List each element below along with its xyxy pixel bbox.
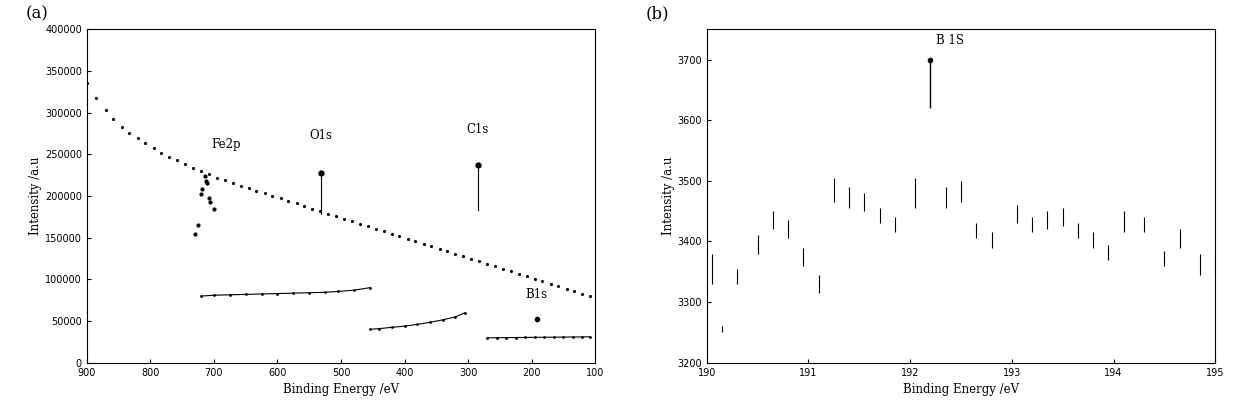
Y-axis label: Intensity /a.u: Intensity /a.u: [661, 157, 675, 235]
Text: C1s: C1s: [466, 123, 489, 136]
X-axis label: Binding Energy /eV: Binding Energy /eV: [283, 383, 399, 396]
Y-axis label: Intensity /a.u: Intensity /a.u: [30, 157, 42, 235]
Text: (a): (a): [26, 5, 48, 23]
Text: Fe2p: Fe2p: [212, 138, 242, 151]
Text: O1s: O1s: [309, 129, 332, 142]
X-axis label: Binding Energy /eV: Binding Energy /eV: [903, 383, 1019, 396]
Text: (b): (b): [646, 5, 670, 23]
Text: B 1S: B 1S: [935, 34, 963, 48]
Text: B1s: B1s: [526, 288, 548, 301]
